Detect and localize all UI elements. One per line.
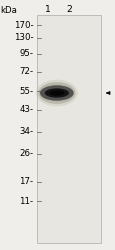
Text: 43-: 43- [19, 105, 33, 114]
Text: 11-: 11- [19, 197, 33, 206]
Bar [37, 15, 100, 242]
Text: kDa: kDa [1, 6, 17, 15]
Ellipse shape [40, 85, 73, 101]
Text: 34-: 34- [19, 128, 33, 136]
Text: 130-: 130- [14, 34, 33, 42]
Text: 1: 1 [45, 6, 51, 15]
Ellipse shape [36, 80, 77, 106]
Text: 55-: 55- [19, 87, 33, 96]
Ellipse shape [44, 88, 68, 98]
Text: 2: 2 [66, 6, 72, 15]
Text: 26-: 26- [19, 149, 33, 158]
Text: 72-: 72- [19, 68, 33, 76]
Text: 17-: 17- [19, 178, 33, 186]
Text: 170-: 170- [14, 20, 33, 30]
Ellipse shape [38, 82, 75, 104]
Text: 95-: 95- [19, 49, 33, 58]
Ellipse shape [49, 90, 64, 96]
